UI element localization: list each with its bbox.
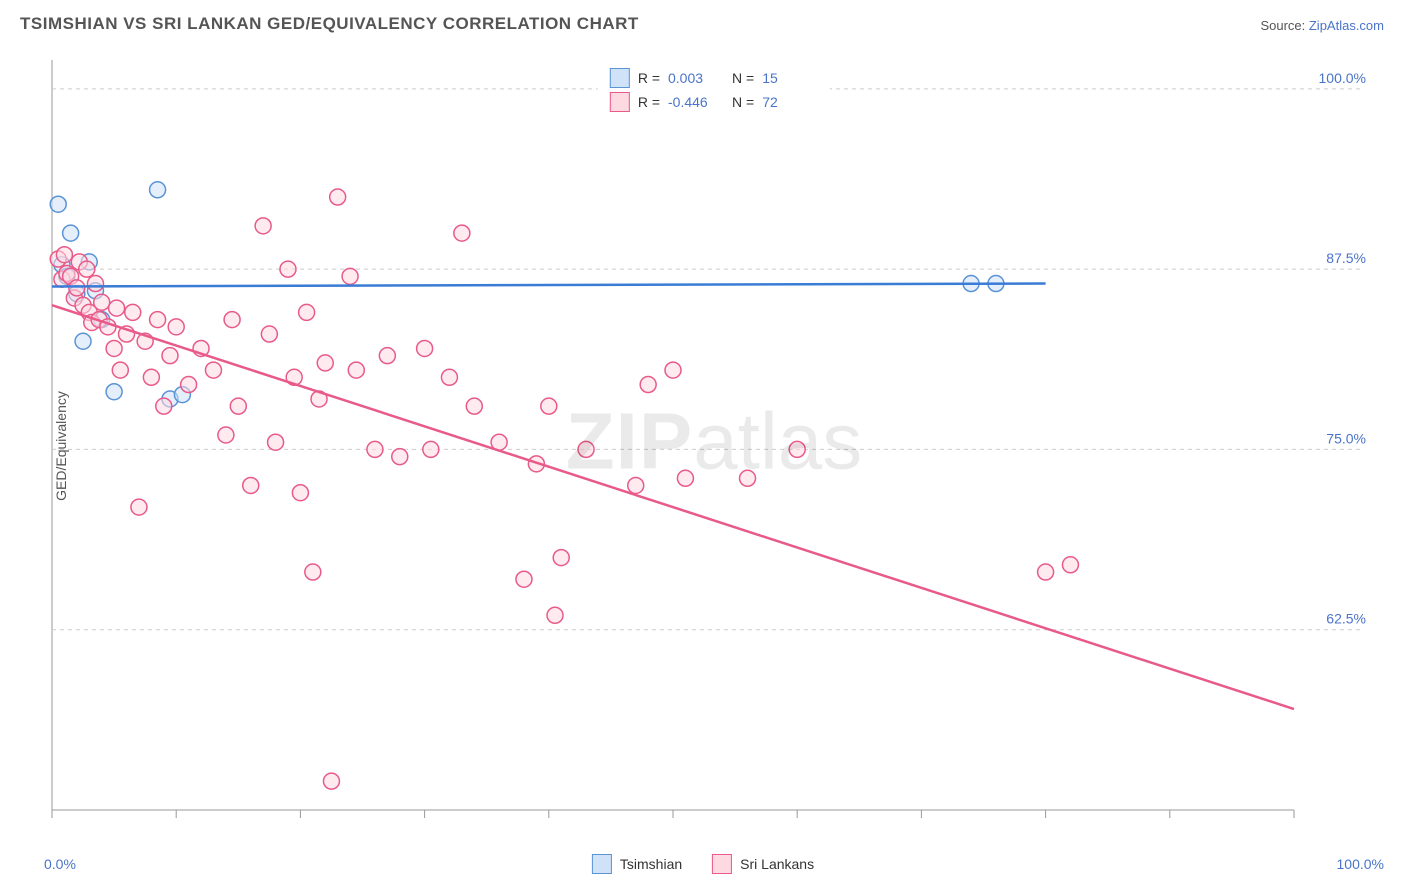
legend-n-value: 15 <box>762 66 818 90</box>
svg-text:100.0%: 100.0% <box>1319 70 1366 86</box>
legend-row: R = -0.446 N = 72 <box>610 90 818 114</box>
legend-row: R = 0.003 N = 15 <box>610 66 818 90</box>
legend-swatch <box>712 854 732 874</box>
source-link[interactable]: ZipAtlas.com <box>1309 18 1384 33</box>
x-axis-end-label: 100.0% <box>1337 856 1384 872</box>
legend-r-value: 0.003 <box>668 66 724 90</box>
legend-swatch <box>610 68 630 88</box>
legend-item: Sri Lankans <box>712 854 814 874</box>
series-legend: Tsimshian Sri Lankans <box>592 854 814 874</box>
legend-n-label: N = <box>732 66 754 90</box>
source-prefix: Source: <box>1260 18 1308 33</box>
legend-swatch <box>610 92 630 112</box>
chart-title: TSIMSHIAN VS SRI LANKAN GED/EQUIVALENCY … <box>20 14 639 34</box>
legend-swatch <box>592 854 612 874</box>
svg-text:75.0%: 75.0% <box>1326 430 1366 446</box>
scatter-plot: 62.5%75.0%87.5%100.0% ZIPatlas R =0.003N… <box>44 52 1384 840</box>
legend-label: Sri Lankans <box>740 856 814 872</box>
legend-r-label: R = <box>638 66 660 90</box>
svg-text:62.5%: 62.5% <box>1326 611 1366 627</box>
correlation-legend: R = 0.003 N = 15 R = -0.446 N = 72 <box>598 60 830 120</box>
x-axis-start-label: 0.0% <box>44 856 76 872</box>
legend-n-label: N = <box>732 90 754 114</box>
legend-item: Tsimshian <box>592 854 682 874</box>
svg-text:87.5%: 87.5% <box>1326 250 1366 266</box>
source-attribution: Source: ZipAtlas.com <box>1260 18 1384 33</box>
plot-area: 62.5%75.0%87.5%100.0% ZIPatlas R =0.003N… <box>44 52 1384 840</box>
legend-label: Tsimshian <box>620 856 682 872</box>
legend-r-value: -0.446 <box>668 90 724 114</box>
legend-r-label: R = <box>638 90 660 114</box>
legend-n-value: 72 <box>762 90 818 114</box>
